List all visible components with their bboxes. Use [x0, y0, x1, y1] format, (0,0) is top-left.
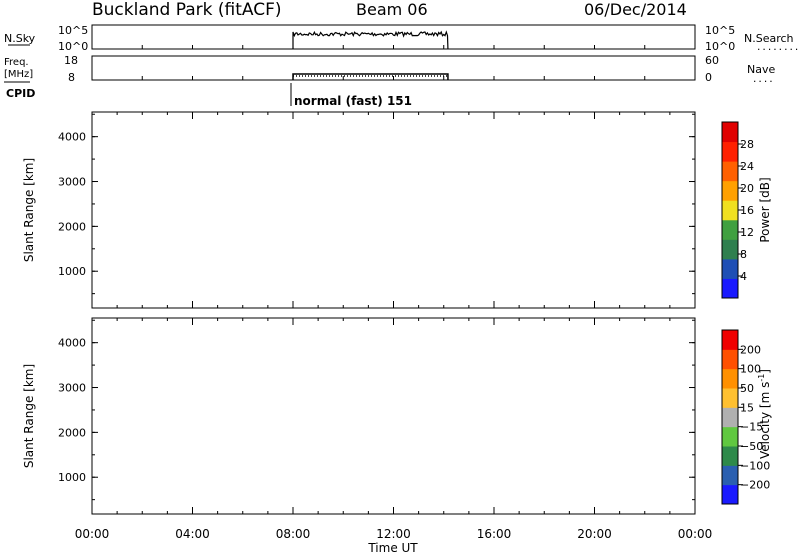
freq-label-line1: Freq.: [4, 57, 29, 68]
nsky-left-tick-top: 10^5: [58, 24, 88, 37]
station-title: Buckland Park (fitACF): [92, 0, 282, 20]
nave-legend-line: ....: [752, 75, 774, 85]
nsky-trace: [91, 30, 696, 50]
freq-trace: [91, 73, 696, 80]
cpid-row: CPID normal (fast) 151: [6, 83, 412, 108]
freq-right-tick-bottom: 0: [705, 71, 712, 84]
freq-right-tick-top: 60: [705, 54, 719, 67]
cpid-label: CPID: [6, 87, 35, 100]
nsky-right-tick-bottom: 10^0: [705, 40, 735, 53]
nsky-left-tick-bottom: 10^0: [58, 40, 88, 53]
nave-label: Nave: [747, 63, 775, 76]
nsky-label: N.Sky: [4, 32, 36, 45]
freq-panel: Freq. [MHz] 18 8 60 0 Nave ....: [4, 54, 775, 85]
freq-left-tick-bottom: 8: [68, 71, 75, 84]
date-title: 06/Dec/2014: [584, 0, 687, 19]
nsearch-legend-line: ........: [756, 43, 799, 53]
cpid-mode-text: normal (fast) 151: [294, 94, 412, 108]
freq-label-line2: [MHz]: [4, 69, 33, 80]
nsky-line: [292, 30, 449, 50]
nsky-right-tick-top: 10^5: [705, 24, 735, 37]
nsearch-label: N.Search: [744, 32, 794, 45]
freq-line: [292, 73, 449, 80]
beam-title: Beam 06: [356, 0, 428, 19]
freq-left-tick-top: 18: [64, 54, 78, 67]
nsky-panel: N.Sky 10^5 10^0 10^5 10^0 N.Search .....…: [4, 24, 799, 53]
